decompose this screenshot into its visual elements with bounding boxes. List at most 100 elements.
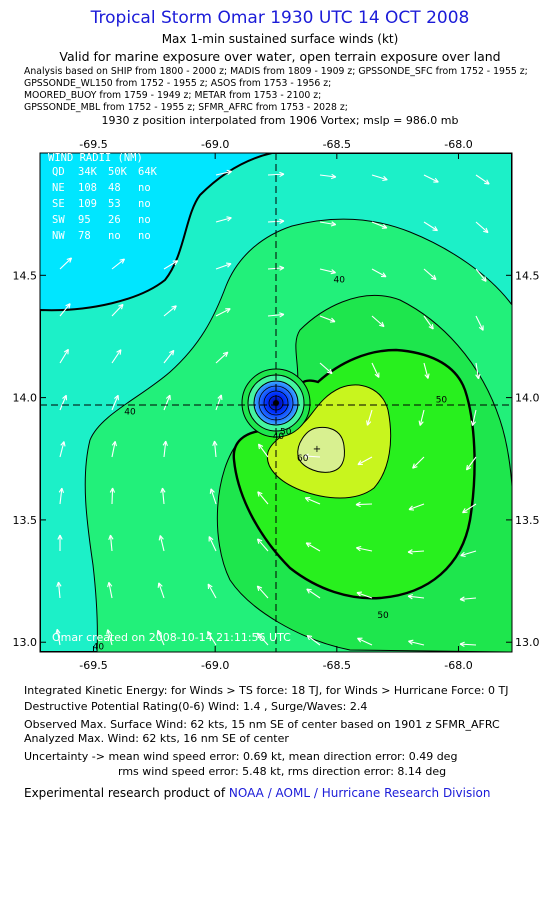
wind-radii-cell: no — [138, 198, 151, 210]
wind-vector — [319, 362, 333, 375]
source-line: Analysis based on SHIP from 1800 - 2000 … — [24, 66, 528, 77]
wind-radii-cell: NE — [52, 182, 65, 194]
wind-vector — [215, 394, 223, 411]
contour-label: 50 — [280, 427, 292, 437]
wind-vector — [158, 535, 165, 552]
wind-vector — [209, 488, 217, 505]
wind-vector — [215, 216, 232, 223]
noaa-aoml-link[interactable]: NOAA / AOML / Hurricane Research Divisio… — [228, 786, 491, 800]
wind-vector — [355, 501, 373, 508]
y-tick-label-right: 13.5 — [515, 514, 540, 527]
wind-radii-table: WIND RADII (NM) QD 34K 50K 64K NE 108 48 no SE 10… — [48, 152, 158, 242]
wind-vector — [319, 173, 337, 180]
wind-vector — [423, 174, 439, 183]
wind-vector — [371, 268, 387, 278]
x-tick-label-top: -69.0 — [201, 138, 229, 151]
wind-radii-cell: 53 — [108, 198, 121, 210]
wind-vector — [56, 581, 62, 599]
contour-region-core-ring — [297, 426, 345, 473]
wind-vector — [306, 634, 321, 646]
contour-label: 40 — [93, 643, 105, 653]
wind-vector — [58, 487, 65, 505]
y-tick-label-right: 14.0 — [515, 392, 540, 405]
wind-vector — [460, 550, 477, 557]
x-tick-label-bottom: -68.5 — [323, 659, 351, 672]
wind-vector — [207, 630, 217, 646]
wind-vector — [356, 591, 373, 599]
wind-vector — [371, 174, 388, 182]
wind-vector — [412, 456, 425, 469]
wind-vector — [423, 268, 437, 281]
contour-label: 60 — [297, 454, 309, 464]
wind-vector-layer — [55, 169, 490, 647]
wind-radii-cell: 26 — [108, 214, 121, 226]
x-tick-label-top: -68.5 — [323, 138, 351, 151]
wind-vector — [306, 588, 321, 599]
wind-vector — [319, 268, 336, 275]
wind-vector — [459, 641, 477, 647]
wind-vector — [163, 349, 175, 364]
wind-vector — [357, 456, 373, 466]
created-stamp: Omar created on 2008-10-14 21:11:56 UTC — [52, 631, 291, 644]
wind-radii-cell: 78 — [78, 230, 91, 242]
wind-radii-cell: no — [138, 214, 151, 226]
x-axis: -69.5 -69.5 -69.0 -69.0 -68.5 -68.5 -68.0 -68.0 — [79, 138, 472, 672]
wind-radii-cell: no — [138, 230, 151, 242]
wind-vector — [408, 503, 425, 511]
wind-vector — [267, 171, 285, 178]
wind-vector — [256, 538, 269, 552]
wind-vector — [156, 629, 165, 646]
wind-vector — [371, 315, 385, 328]
wind-radii-header-cell: 64K — [138, 166, 158, 178]
position-note: 1930 z position interpolated from 1906 V… — [101, 114, 459, 127]
wind-vector — [356, 545, 373, 552]
wind-radii-header-cell: QD — [52, 166, 65, 178]
wind-radii-cell: 48 — [108, 182, 121, 194]
wind-vector — [111, 258, 126, 270]
wind-vector — [319, 221, 337, 227]
product-credit-prefix: Experimental research product of — [24, 786, 229, 800]
wind-vector — [111, 349, 122, 364]
wind-vector — [55, 628, 61, 646]
wind-vector — [475, 174, 490, 185]
validity-note: Valid for marine exposure over water, op… — [59, 49, 501, 64]
wind-radii-cell: SW — [52, 214, 65, 226]
contour-label: 40 — [273, 432, 285, 442]
wind-vector — [267, 312, 285, 318]
wind-vector — [475, 315, 484, 331]
wind-vector — [371, 362, 380, 378]
wind-vector — [257, 443, 269, 458]
wind-vector — [475, 268, 487, 282]
x-tick-label-bottom: -69.0 — [201, 659, 229, 672]
wind-vector — [215, 308, 231, 317]
wind-radii-cell: 109 — [78, 198, 97, 210]
analyzed-max-line: Analyzed Max. Wind: 62 kts, 16 nm SE of … — [24, 732, 289, 745]
wind-vector — [59, 348, 69, 364]
wind-vector — [357, 637, 373, 646]
wind-radii-title: WIND RADII (NM) — [48, 152, 143, 164]
wind-vector — [465, 456, 477, 471]
y-tick-label-right: 14.5 — [515, 269, 540, 282]
contour-label: 50 — [377, 611, 389, 621]
wind-vector — [407, 594, 425, 600]
wind-vector — [157, 582, 165, 599]
y-tick-label-left: 13.5 — [13, 514, 38, 527]
wind-vector — [57, 534, 63, 552]
page-title: Tropical Storm Omar 1930 UTC 14 OCT 2008 — [90, 8, 470, 28]
wind-vector — [304, 496, 321, 505]
wind-radii-cell: 108 — [78, 182, 97, 194]
source-line: GPSSONDE_WL150 from 1752 - 1955 z; ASOS … — [24, 78, 332, 89]
wind-vector — [59, 257, 73, 270]
wind-vector — [59, 303, 71, 317]
wind-vector — [256, 632, 269, 646]
wind-vector — [408, 639, 425, 646]
uncertainty-line: Uncertainty -> mean wind speed error: 0.… — [24, 750, 458, 763]
wind-vector — [470, 409, 477, 426]
x-tick-label-top: -68.0 — [444, 138, 472, 151]
x-tick-label-bottom: -69.5 — [79, 659, 107, 672]
dpr-line: Destructive Potential Rating(0-6) Wind: … — [24, 700, 368, 713]
wind-vector — [163, 394, 171, 411]
wind-vector — [160, 487, 166, 505]
source-line: MOORED_BUOY from 1759 - 1949 z; METAR fr… — [24, 90, 322, 101]
